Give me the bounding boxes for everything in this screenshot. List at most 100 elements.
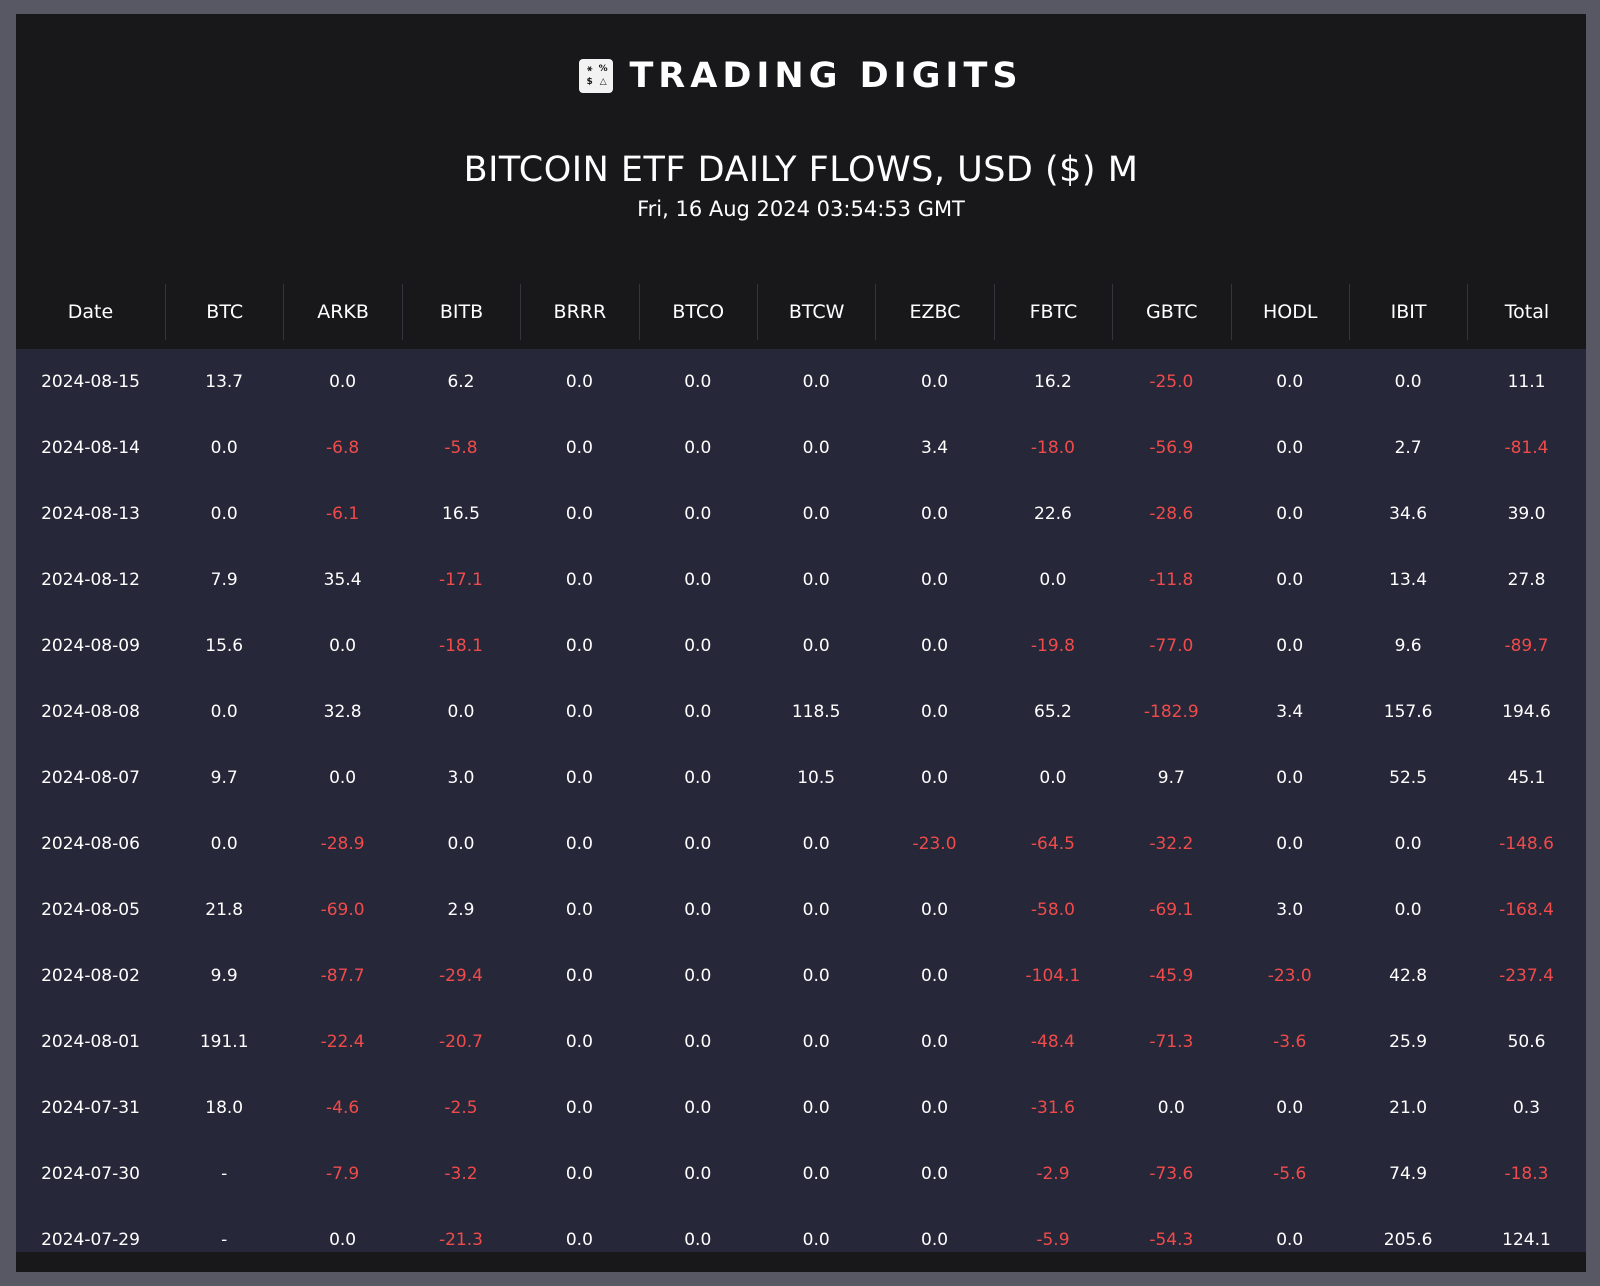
- date-cell: 2024-08-08: [41, 702, 140, 722]
- flow-cell-ibit: 205.6: [1383, 1230, 1433, 1250]
- flow-cell-fbtc: -58.0: [1030, 900, 1075, 920]
- flow-cell-ezbc: 0.0: [921, 1164, 949, 1184]
- flow-cell-total: 194.6: [1502, 702, 1551, 722]
- flow-cell-brrr: 0.0: [565, 768, 593, 788]
- flow-cell-ibit: 0.0: [1394, 834, 1422, 854]
- flow-cell-btco: 0.0: [684, 1164, 712, 1184]
- flow-cell-btc: -: [221, 1230, 228, 1250]
- flow-cell-btcw: 0.0: [802, 1032, 830, 1052]
- date-cell: 2024-08-14: [41, 438, 140, 458]
- flow-cell-btc: 7.9: [210, 570, 238, 590]
- flow-cell-btcw: 0.0: [802, 372, 830, 392]
- date-cell: 2024-07-30: [41, 1164, 140, 1184]
- flow-cell-fbtc: 0.0: [1039, 768, 1067, 788]
- flow-cell-arkb: -7.9: [326, 1164, 360, 1184]
- flow-cell-total: -148.6: [1499, 834, 1554, 854]
- date-cell: 2024-08-09: [41, 636, 140, 656]
- flow-cell-ezbc: 0.0: [921, 966, 949, 986]
- flow-cell-btc: 21.8: [205, 900, 244, 920]
- flow-cell-ibit: 25.9: [1389, 1032, 1428, 1052]
- flow-cell-btco: 0.0: [684, 702, 712, 722]
- flow-cell-brrr: 0.0: [565, 570, 593, 590]
- flow-cell-btc: 191.1: [199, 1032, 249, 1052]
- flow-cell-arkb: -69.0: [320, 900, 365, 920]
- flow-cell-ezbc: -23.0: [912, 834, 957, 854]
- table-row: 2024-08-06 0.0 -28.9 0.0 0.0 0.0 0.0 -23.0 -64.5…: [16, 811, 1586, 877]
- logo-glyph: ⚹: [586, 63, 593, 74]
- flow-cell-arkb: 0.0: [329, 372, 357, 392]
- flow-cell-fbtc: -5.9: [1036, 1230, 1070, 1250]
- flow-cell-btcw: 0.0: [802, 834, 830, 854]
- table-row: 2024-08-13 0.0 -6.1 16.5 0.0 0.0 0.0 0.0 22.6 -28…: [16, 481, 1586, 547]
- table-row: 2024-07-29 - 0.0 -21.3 0.0 0.0 0.0 0.0 -5.9 -54.3…: [16, 1207, 1586, 1272]
- flow-cell-gbtc: -45.9: [1149, 966, 1194, 986]
- flow-cell-hodl: 0.0: [1276, 1230, 1304, 1250]
- flow-cell-gbtc: -11.8: [1149, 570, 1194, 590]
- table-row: 2024-07-30 - -7.9 -3.2 0.0 0.0 0.0 0.0 -2.9 -73.6…: [16, 1141, 1586, 1207]
- flow-cell-ezbc: 0.0: [921, 1032, 949, 1052]
- column-header-ibit: IBIT: [1348, 284, 1467, 340]
- flow-cell-gbtc: -32.2: [1149, 834, 1194, 854]
- flow-cell-total: -81.4: [1504, 438, 1549, 458]
- column-header-total: Total: [1467, 284, 1585, 340]
- flow-cell-fbtc: -31.6: [1030, 1098, 1075, 1118]
- flow-cell-gbtc: -71.3: [1149, 1032, 1194, 1052]
- flow-cell-ibit: 42.8: [1389, 966, 1428, 986]
- flow-cell-gbtc: 0.0: [1157, 1098, 1185, 1118]
- flow-cell-bitb: -2.5: [444, 1098, 478, 1118]
- date-cell: 2024-08-13: [41, 504, 140, 524]
- flow-cell-fbtc: -104.1: [1025, 966, 1081, 986]
- logo-glyph: △: [599, 77, 607, 88]
- flow-cell-arkb: -22.4: [320, 1032, 365, 1052]
- flow-cell-gbtc: 9.7: [1157, 768, 1185, 788]
- flow-cell-brrr: 0.0: [565, 1230, 593, 1250]
- flow-cell-total: -168.4: [1499, 900, 1554, 920]
- table-row: 2024-08-05 21.8 -69.0 2.9 0.0 0.0 0.0 0.0 -58.0 -…: [16, 877, 1586, 943]
- flow-cell-btco: 0.0: [684, 834, 712, 854]
- flow-cell-btcw: 0.0: [802, 1098, 830, 1118]
- flow-cell-gbtc: -73.6: [1149, 1164, 1194, 1184]
- table-row: 2024-08-08 0.0 32.8 0.0 0.0 0.0 118.5 0.0 65.2 -1…: [16, 679, 1586, 745]
- flow-cell-btc: 9.9: [210, 966, 238, 986]
- flow-cell-total: 39.0: [1507, 504, 1546, 524]
- flow-cell-ezbc: 0.0: [921, 702, 949, 722]
- flow-cell-ibit: 0.0: [1394, 900, 1422, 920]
- table-row: 2024-08-01 191.1 -22.4 -20.7 0.0 0.0 0.0 0.0 -48…: [16, 1009, 1586, 1075]
- flow-cell-btco: 0.0: [684, 372, 712, 392]
- flow-cell-btco: 0.0: [684, 504, 712, 524]
- column-header-gbtc: GBTC: [1112, 284, 1230, 340]
- brand-header: ⚹ % $ △ TRADING DIGITS: [16, 56, 1586, 96]
- flow-cell-hodl: 0.0: [1276, 438, 1304, 458]
- table-row: 2024-08-12 7.9 35.4 -17.1 0.0 0.0 0.0 0.0 0.0 -11…: [16, 547, 1586, 613]
- flow-cell-fbtc: 65.2: [1034, 702, 1072, 722]
- flow-cell-brrr: 0.0: [565, 900, 593, 920]
- flow-cell-ezbc: 0.0: [921, 372, 949, 392]
- column-header-hodl: HODL: [1230, 284, 1349, 340]
- flow-cell-ezbc: 0.0: [921, 1098, 949, 1118]
- flow-cell-hodl: 0.0: [1276, 504, 1304, 524]
- flow-cell-bitb: -18.1: [438, 636, 483, 656]
- flow-cell-btc: 15.6: [205, 636, 244, 656]
- flow-cell-bitb: 6.2: [447, 372, 475, 392]
- flow-cell-hodl: 0.0: [1276, 636, 1304, 656]
- flow-cell-gbtc: -28.6: [1149, 504, 1194, 524]
- flow-cell-btc: 0.0: [210, 834, 238, 854]
- flow-cell-fbtc: -64.5: [1030, 834, 1075, 854]
- table-body: 2024-08-15 13.7 0.0 6.2 0.0 0.0 0.0 0.0 16.2 -25.…: [16, 349, 1586, 1271]
- flow-cell-btco: 0.0: [684, 570, 712, 590]
- flow-cell-ezbc: 3.4: [921, 438, 949, 458]
- date-cell: 2024-08-01: [41, 1032, 140, 1052]
- flow-cell-ezbc: 0.0: [921, 570, 949, 590]
- flow-cell-brrr: 0.0: [565, 372, 593, 392]
- table-row: 2024-08-14 0.0 -6.8 -5.8 0.0 0.0 0.0 3.4 -18.0 -5…: [16, 415, 1586, 481]
- flow-cell-btco: 0.0: [684, 1032, 712, 1052]
- flow-cell-btco: 0.0: [684, 966, 712, 986]
- flow-cell-arkb: -6.8: [326, 438, 360, 458]
- flow-cell-brrr: 0.0: [565, 1032, 593, 1052]
- flow-cell-fbtc: -18.0: [1030, 438, 1075, 458]
- flow-cell-ibit: 2.7: [1394, 438, 1422, 458]
- flow-cell-btcw: 0.0: [802, 438, 830, 458]
- flow-cell-ezbc: 0.0: [921, 768, 949, 788]
- flow-cell-fbtc: -2.9: [1036, 1164, 1070, 1184]
- flow-cell-hodl: 0.0: [1276, 1098, 1304, 1118]
